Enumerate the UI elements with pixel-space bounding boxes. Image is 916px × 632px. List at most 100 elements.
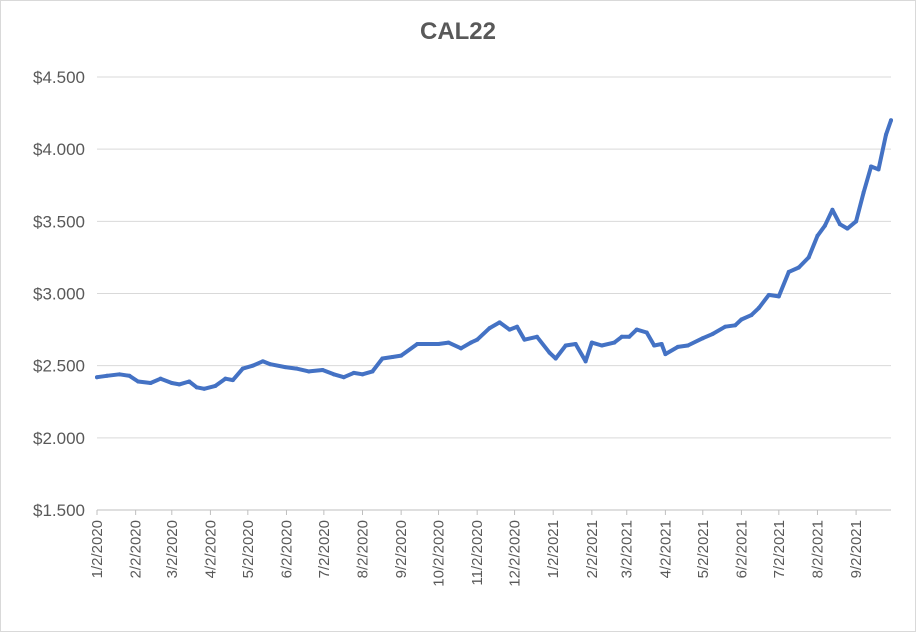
x-tick-label: 10/2/2020 — [431, 520, 448, 587]
data-point — [786, 269, 791, 274]
data-point — [148, 380, 153, 385]
x-tick-label: 6/2/2021 — [733, 520, 750, 578]
data-point — [599, 343, 604, 348]
data-point — [283, 365, 288, 370]
data-point — [723, 324, 728, 329]
data-point — [177, 382, 182, 387]
data-point — [158, 376, 163, 381]
data-point — [663, 352, 668, 357]
y-tick-label: $2.500 — [33, 357, 85, 376]
data-point — [766, 292, 771, 297]
data-point — [294, 366, 299, 371]
data-point — [415, 342, 420, 347]
data-point — [260, 359, 265, 364]
x-tick-label: 3/2/2020 — [164, 520, 181, 578]
data-point — [104, 373, 109, 378]
data-point — [845, 226, 850, 231]
data-point — [127, 373, 132, 378]
x-tick-label: 6/2/2020 — [278, 520, 295, 578]
data-point — [436, 342, 441, 347]
data-point — [169, 380, 174, 385]
data-point — [776, 294, 781, 299]
data-point — [710, 331, 715, 336]
data-point — [446, 340, 451, 345]
data-point — [351, 370, 356, 375]
data-point — [240, 366, 245, 371]
x-tick-label: 7/2/2021 — [771, 520, 788, 578]
data-point — [547, 350, 552, 355]
data-point — [563, 343, 568, 348]
data-point — [360, 372, 365, 377]
x-tick-label: 9/2/2020 — [393, 520, 410, 578]
data-point — [739, 317, 744, 322]
data-point — [589, 340, 594, 345]
series-line — [95, 118, 893, 391]
data-point — [889, 118, 893, 123]
x-tick-label: 4/2/2021 — [657, 520, 674, 578]
data-point — [749, 313, 754, 318]
data-point — [822, 223, 827, 228]
x-tick-label: 9/2/2021 — [848, 520, 865, 578]
data-point — [230, 378, 235, 383]
data-point — [837, 222, 842, 227]
x-tick-label: 12/2/2020 — [507, 520, 524, 587]
data-point — [497, 320, 502, 325]
data-point — [522, 337, 527, 342]
data-point — [612, 340, 617, 345]
x-tick-label: 8/2/2020 — [354, 520, 371, 578]
y-tick-label: $2.000 — [33, 429, 85, 448]
y-tick-label: $3.500 — [33, 212, 85, 231]
x-tick-label: 1/2/2020 — [89, 520, 106, 578]
data-point — [341, 375, 346, 380]
data-point — [331, 372, 336, 377]
data-point — [756, 305, 761, 310]
x-tick-label: 11/2/2020 — [469, 520, 486, 586]
data-point — [475, 337, 480, 342]
x-tick-label: 8/2/2021 — [809, 520, 826, 578]
data-point — [370, 369, 375, 374]
x-axis-ticks: 1/2/2020 2/2/2020 3/2/2020 4/2/2020 5/2/2020… — [89, 510, 865, 587]
x-tick-label: 1/2/2021 — [545, 520, 562, 578]
data-point — [320, 367, 325, 372]
series-group — [95, 118, 893, 391]
data-point — [675, 344, 680, 349]
x-tick-label: 3/2/2021 — [619, 520, 636, 578]
data-point — [202, 386, 207, 391]
data-point — [830, 207, 835, 212]
data-point — [861, 190, 866, 195]
data-point — [644, 330, 649, 335]
x-tick-label: 5/2/2020 — [240, 520, 257, 578]
data-point — [458, 346, 463, 351]
data-point — [876, 167, 881, 172]
data-point — [95, 375, 99, 380]
data-point — [468, 340, 473, 345]
data-point — [619, 334, 624, 339]
x-tick-label: 4/2/2020 — [202, 520, 219, 578]
data-point — [573, 342, 578, 347]
data-point — [583, 359, 588, 364]
y-tick-label: $3.000 — [33, 285, 85, 304]
data-point — [796, 265, 801, 270]
data-point — [515, 324, 520, 329]
data-point — [733, 323, 738, 328]
data-point — [268, 362, 273, 367]
data-point — [869, 164, 874, 169]
data-point — [700, 336, 705, 341]
data-point — [535, 334, 540, 339]
data-point — [399, 353, 404, 358]
data-point — [884, 132, 889, 137]
x-tick-label: 7/2/2020 — [316, 520, 333, 578]
data-point — [652, 343, 657, 348]
data-point — [117, 372, 122, 377]
data-point — [223, 376, 228, 381]
data-point — [194, 385, 199, 390]
data-point — [390, 355, 395, 360]
gridlines — [97, 76, 891, 511]
data-point — [507, 327, 512, 332]
data-point — [380, 356, 385, 361]
x-tick-label: 2/2/2020 — [128, 520, 145, 578]
data-point — [815, 233, 820, 238]
y-tick-label: $1.500 — [33, 501, 85, 520]
